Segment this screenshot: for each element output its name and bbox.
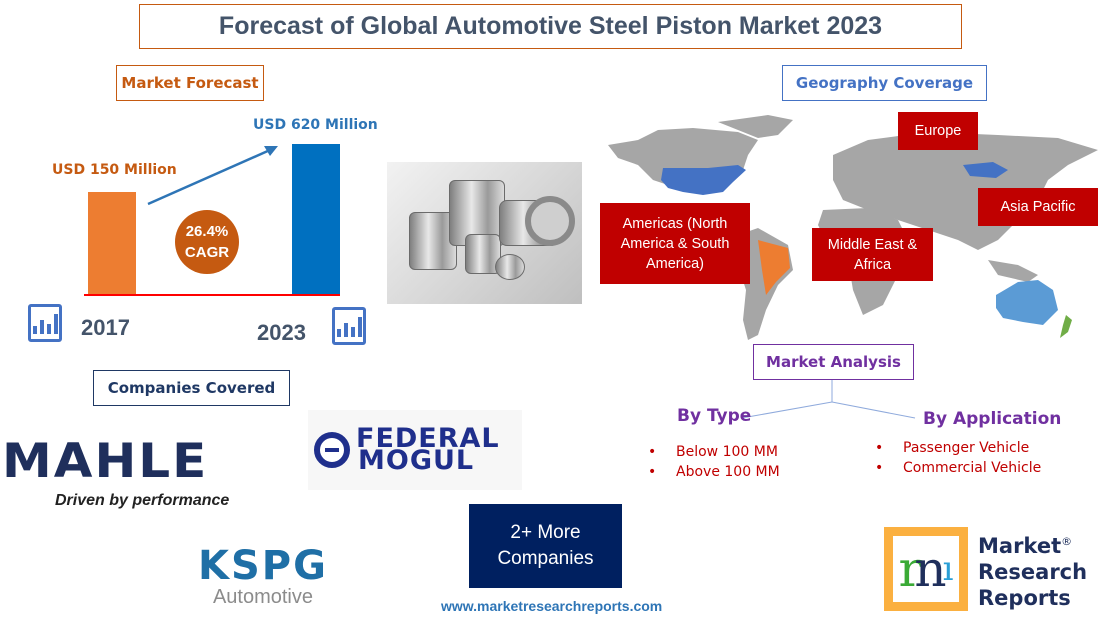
region-asia-pacific: Asia Pacific: [978, 188, 1098, 226]
start-year: 2017: [81, 315, 130, 340]
end-value-label: USD 620 Million: [253, 117, 378, 133]
market-forecast-label: Market Forecast: [116, 65, 264, 101]
by-type-heading: By Type: [677, 406, 752, 426]
geography-coverage-label: Geography Coverage: [782, 65, 987, 101]
by-application-heading: By Application: [923, 409, 1062, 429]
start-value-label: USD 150 Million: [52, 162, 177, 178]
analysis-connector: [741, 380, 916, 419]
mahle-logo: MAHLE: [2, 433, 209, 489]
growth-arrow-icon: [147, 146, 278, 206]
bar-2023: [292, 144, 340, 295]
cagr-badge: 26.4% CAGR: [175, 210, 239, 274]
list-item: Passenger Vehicle: [875, 438, 1041, 458]
bar-chart-icon: [28, 304, 62, 342]
federal-mogul-logo: FEDERAL MOGUL: [308, 410, 522, 490]
market-analysis-label: Market Analysis: [753, 344, 914, 380]
kspg-name: KSPG: [198, 543, 328, 589]
more-companies-line2: Companies: [497, 548, 594, 569]
region-americas-line1: Americas (North: [622, 215, 728, 232]
region-middle-east-africa: Middle East & Africa: [812, 228, 933, 281]
federal-mogul-line2: MOGUL: [358, 445, 475, 476]
region-americas: Americas (North America & South America): [600, 203, 750, 284]
by-application-list: Passenger Vehicle Commercial Vehicle: [875, 438, 1041, 478]
title-box: Forecast of Global Automotive Steel Pist…: [139, 4, 962, 49]
chart-baseline: [84, 294, 340, 296]
mrr-line3: Reports: [978, 586, 1071, 610]
cagr-value: 26.4%: [185, 223, 229, 240]
mrr-line2: Research: [978, 560, 1088, 584]
region-americas-line2: America & South: [620, 235, 730, 252]
bar-chart-icon: [332, 307, 366, 345]
website-link[interactable]: www.marketresearchreports.com: [441, 598, 663, 614]
companies-covered-label: Companies Covered: [93, 370, 290, 406]
region-americas-line3: America): [645, 255, 704, 272]
bar-2017: [88, 192, 136, 295]
mahle-tagline: Driven by performance: [55, 492, 230, 509]
kspg-logo: KSPG Automotive: [198, 546, 328, 608]
steel-piston-photo: [387, 162, 582, 304]
list-item: Commercial Vehicle: [875, 458, 1041, 478]
kspg-subtitle: Automotive: [212, 586, 313, 608]
federal-mogul-emblem-icon: [314, 432, 350, 468]
list-item: Below 100 MM: [648, 442, 780, 462]
by-type-list: Below 100 MM Above 100 MM: [648, 442, 780, 482]
more-companies-line1: 2+ More: [510, 522, 581, 543]
cagr-label: CAGR: [184, 244, 230, 261]
federal-mogul-line1: FEDERAL: [356, 423, 500, 454]
region-europe: Europe: [898, 112, 978, 150]
list-item: Above 100 MM: [648, 462, 780, 482]
more-companies-box: 2+ More Companies: [469, 504, 622, 588]
end-year: 2023: [257, 320, 306, 345]
region-mea-line1: Middle East &: [827, 236, 918, 253]
page-title: Forecast of Global Automotive Steel Pist…: [218, 12, 883, 40]
region-mea-line2: Africa: [853, 256, 892, 273]
mrr-line1: Market®: [978, 534, 1073, 558]
